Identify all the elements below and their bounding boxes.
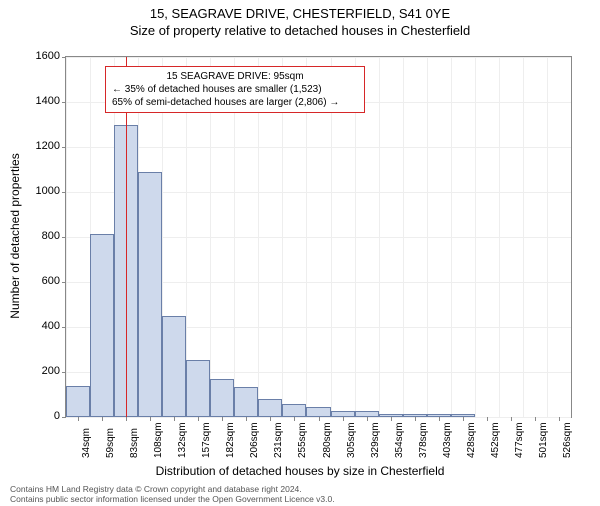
xtick-mark [198,417,199,421]
chart-container: 15, SEAGRAVE DRIVE, CHESTERFIELD, S41 0Y… [0,6,600,506]
xtick-label: 329sqm [370,422,381,458]
xtick-mark [294,417,295,421]
xtick-mark [367,417,368,421]
xtick-mark [126,417,127,421]
xtick-label: 34sqm [81,428,92,458]
xtick-mark [415,417,416,421]
xtick-mark [487,417,488,421]
xtick-label: 206sqm [249,422,260,458]
xtick-label: 378sqm [418,422,429,458]
gridline-h [66,147,571,148]
xtick-mark [559,417,560,421]
histogram-bar [282,404,306,418]
ytick-label: 1200 [20,140,60,152]
xtick-label: 59sqm [105,428,116,458]
xtick-label: 526sqm [562,422,573,458]
xtick-mark [222,417,223,421]
histogram-bar [66,386,90,418]
ytick-label: 1000 [20,185,60,197]
xtick-label: 305sqm [346,422,357,458]
ytick-label: 1600 [20,50,60,62]
gridline-v [403,57,404,417]
ytick-label: 200 [20,365,60,377]
annotation-line3: 65% of semi-detached houses are larger (… [112,96,358,109]
xtick-mark [150,417,151,421]
xtick-label: 132sqm [177,422,188,458]
gridline-v [499,57,500,417]
histogram-bar [90,234,114,417]
x-axis-label: Distribution of detached houses by size … [0,464,600,478]
gridline-v [66,57,67,417]
gridline-v [475,57,476,417]
xtick-label: 501sqm [538,422,549,458]
xtick-mark [78,417,79,421]
page-title-line1: 15, SEAGRAVE DRIVE, CHESTERFIELD, S41 0Y… [0,6,600,21]
xtick-mark [102,417,103,421]
ytick-label: 800 [20,230,60,242]
footer-line1: Contains HM Land Registry data © Crown c… [10,484,335,494]
histogram-bar [138,172,162,417]
xtick-label: 354sqm [394,422,405,458]
xtick-mark [463,417,464,421]
xtick-label: 83sqm [129,428,140,458]
ytick-label: 400 [20,320,60,332]
xtick-mark [343,417,344,421]
ytick-label: 0 [20,410,60,422]
xtick-label: 280sqm [322,422,333,458]
xtick-label: 255sqm [297,422,308,458]
gridline-h [66,57,571,58]
ytick-label: 600 [20,275,60,287]
histogram-bar [210,379,234,417]
gridline-v [547,57,548,417]
xtick-mark [246,417,247,421]
footer-line2: Contains public sector information licen… [10,494,335,504]
xtick-label: 231sqm [273,422,284,458]
gridline-v [379,57,380,417]
annotation-box: 15 SEAGRAVE DRIVE: 95sqm ← 35% of detach… [105,66,365,113]
ytick-label: 1400 [20,95,60,107]
xtick-mark [439,417,440,421]
gridline-v [523,57,524,417]
ytick-mark [62,417,66,418]
histogram-bar [234,387,258,417]
xtick-mark [391,417,392,421]
xtick-mark [270,417,271,421]
xtick-mark [319,417,320,421]
xtick-label: 182sqm [225,422,236,458]
xtick-mark [511,417,512,421]
xtick-label: 157sqm [201,422,212,458]
xtick-label: 452sqm [490,422,501,458]
annotation-line2: ← 35% of detached houses are smaller (1,… [112,83,358,96]
xtick-mark [535,417,536,421]
xtick-label: 403sqm [442,422,453,458]
xtick-mark [174,417,175,421]
histogram-bar [258,399,282,417]
footer-attribution: Contains HM Land Registry data © Crown c… [10,484,335,504]
page-title-line2: Size of property relative to detached ho… [0,23,600,38]
histogram-bar [162,316,186,417]
annotation-line1: 15 SEAGRAVE DRIVE: 95sqm [112,70,358,83]
gridline-v [451,57,452,417]
xtick-label: 108sqm [153,422,164,458]
xtick-label: 477sqm [514,422,525,458]
histogram-bar [306,407,330,417]
gridline-v [427,57,428,417]
xtick-label: 428sqm [466,422,477,458]
histogram-bar [186,360,210,417]
